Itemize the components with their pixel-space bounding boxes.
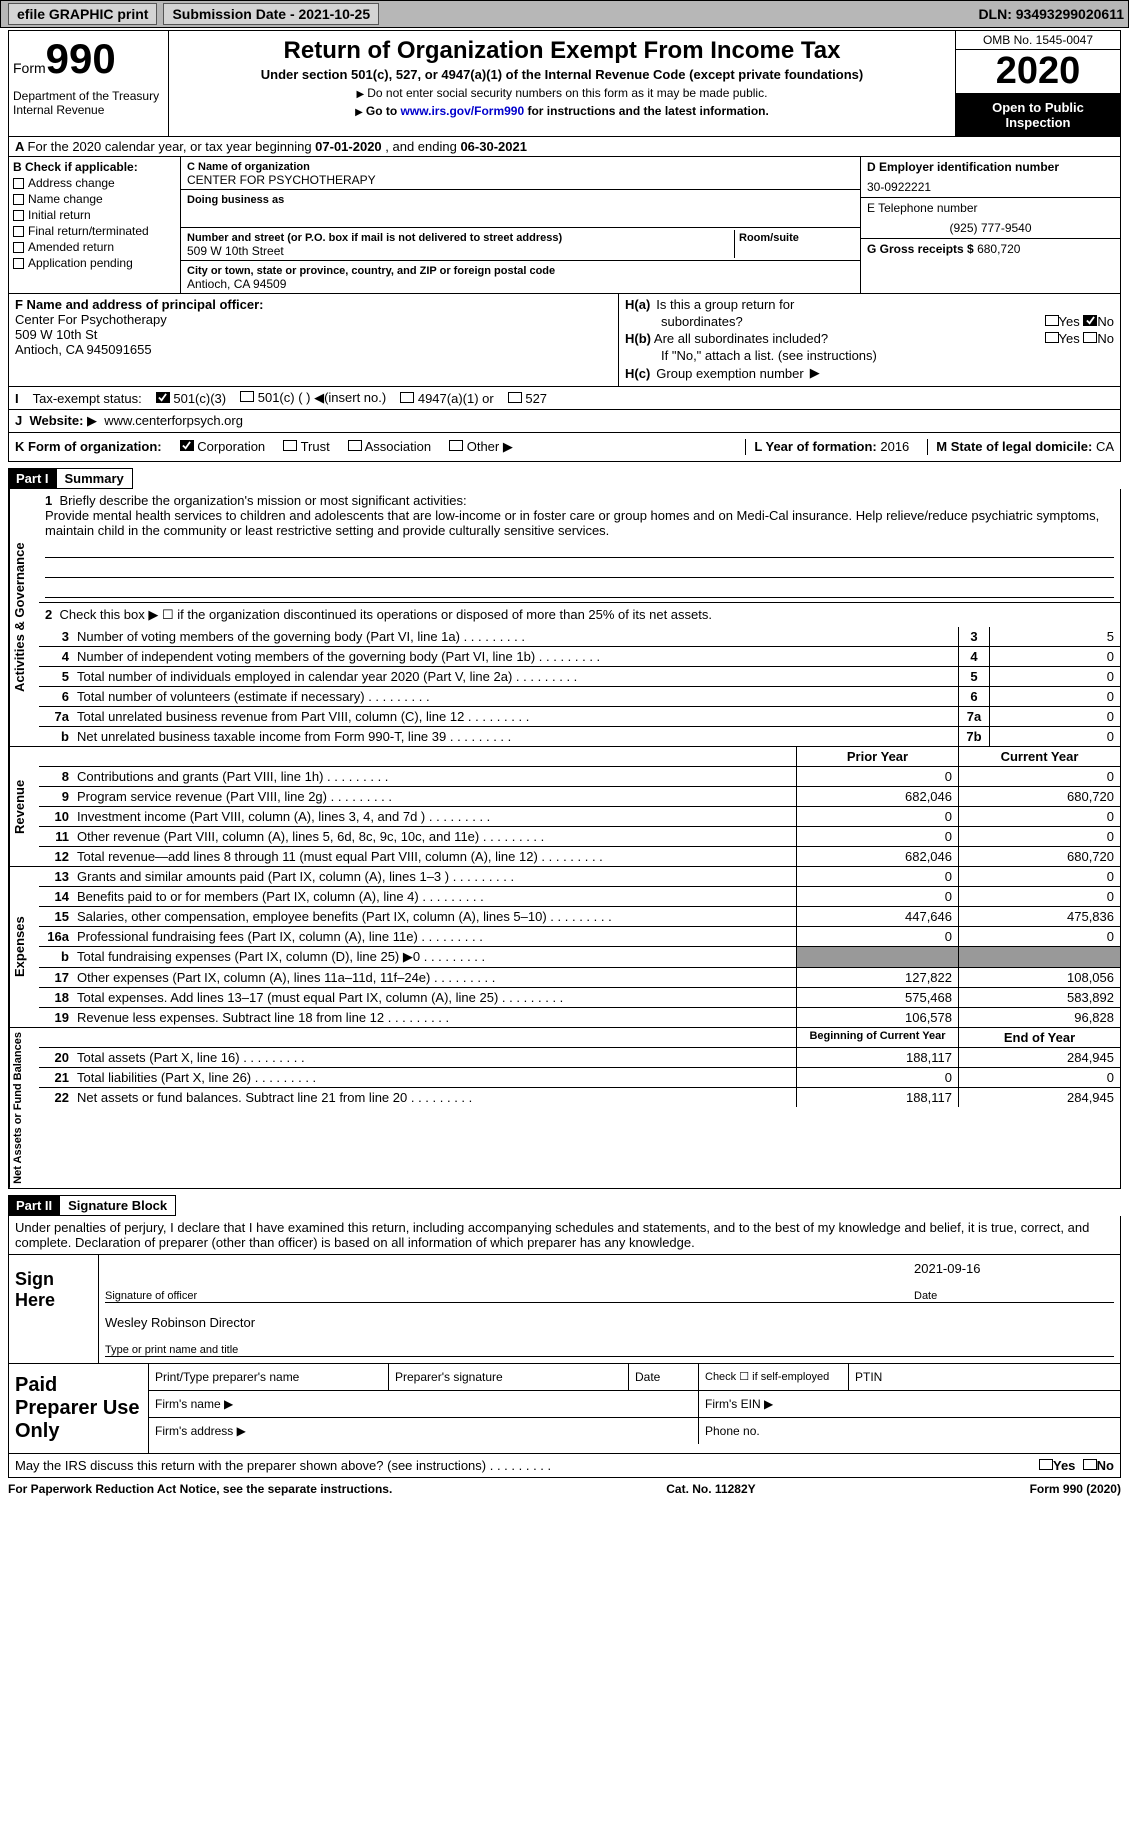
hb-no[interactable] — [1083, 332, 1097, 343]
checkbox-initial-return[interactable]: Initial return — [13, 208, 176, 222]
form-label: Form — [13, 60, 46, 76]
expenses-section: Expenses 13Grants and similar amounts pa… — [8, 867, 1121, 1028]
ha-no[interactable] — [1083, 315, 1097, 326]
col-c: C Name of organizationCENTER FOR PSYCHOT… — [181, 157, 860, 293]
signature-block: Under penalties of perjury, I declare th… — [8, 1216, 1121, 1454]
page-footer: For Paperwork Reduction Act Notice, see … — [8, 1482, 1121, 1496]
checkbox-name-change[interactable]: Name change — [13, 192, 176, 206]
form-header: Form990 Department of the Treasury Inter… — [8, 30, 1121, 137]
street: 509 W 10th Street — [187, 244, 284, 258]
ha-yes[interactable] — [1045, 315, 1059, 326]
hb-yes[interactable] — [1045, 332, 1059, 343]
col-d: D Employer identification number30-09222… — [860, 157, 1120, 293]
revenue-section: Revenue Prior YearCurrent Year 8Contribu… — [8, 747, 1121, 867]
501c3-check[interactable] — [156, 392, 170, 403]
part-ii-bar: Part II — [8, 1195, 60, 1216]
irs-link[interactable]: www.irs.gov/Form990 — [401, 104, 525, 118]
note-ssn: Do not enter social security numbers on … — [173, 86, 951, 100]
form-number: 990 — [46, 35, 116, 82]
checkbox-application-pending[interactable]: Application pending — [13, 256, 176, 270]
paid-preparer: Paid Preparer Use Only Print/Type prepar… — [9, 1363, 1120, 1453]
section-bcd: B Check if applicable: Address changeNam… — [8, 157, 1121, 294]
dln-label: DLN: 93493299020611 — [978, 6, 1124, 22]
part-i-bar: Part I — [8, 468, 57, 489]
open-public: Open to Public Inspection — [956, 94, 1120, 136]
topbar: efile GRAPHIC print Submission Date - 20… — [0, 0, 1129, 28]
note-link: Go to www.irs.gov/Form990 for instructio… — [173, 104, 951, 118]
activities-governance: Activities & Governance 1 Briefly descri… — [8, 489, 1121, 747]
section-fh: F Name and address of principal officer:… — [8, 294, 1121, 387]
return-title: Return of Organization Exempt From Incom… — [173, 35, 951, 65]
k-corp[interactable] — [180, 440, 194, 451]
checkbox-address-change[interactable]: Address change — [13, 176, 176, 190]
row-k: K Form of organization: Corporation Trus… — [8, 433, 1121, 462]
return-subtitle: Under section 501(c), 527, or 4947(a)(1)… — [173, 67, 951, 82]
omb-number: OMB No. 1545-0047 — [956, 31, 1120, 50]
tax-year: 2020 — [956, 50, 1120, 94]
form-page: Form990 Department of the Treasury Inter… — [0, 28, 1129, 1504]
dept-label: Department of the Treasury Internal Reve… — [13, 89, 164, 117]
line-a: A For the 2020 calendar year, or tax yea… — [8, 137, 1121, 157]
phone: (925) 777-9540 — [867, 221, 1114, 235]
checkbox-final-return-terminated[interactable]: Final return/terminated — [13, 224, 176, 238]
col-f: F Name and address of principal officer:… — [9, 294, 619, 386]
row-i: I Tax-exempt status: 501(c)(3) 501(c) ( … — [8, 387, 1121, 410]
submission-date: Submission Date - 2021-10-25 — [163, 3, 379, 25]
col-h: H(a) Is this a group return for subordin… — [619, 294, 1120, 386]
ein: 30-0922221 — [867, 180, 1114, 194]
irs-discuss: May the IRS discuss this return with the… — [8, 1454, 1121, 1478]
netassets-section: Net Assets or Fund Balances Beginning of… — [8, 1028, 1121, 1189]
city: Antioch, CA 94509 — [187, 277, 286, 291]
col-b: B Check if applicable: Address changeNam… — [9, 157, 181, 293]
efile-button[interactable]: efile GRAPHIC print — [8, 3, 157, 25]
org-name: CENTER FOR PSYCHOTHERAPY — [187, 173, 376, 187]
row-j: J Website: ▶ www.centerforpsych.org — [8, 410, 1121, 433]
website: www.centerforpsych.org — [104, 413, 243, 428]
checkbox-amended-return[interactable]: Amended return — [13, 240, 176, 254]
mission: 1 Briefly describe the organization's mi… — [39, 489, 1120, 602]
gross-receipts: 680,720 — [977, 242, 1020, 256]
